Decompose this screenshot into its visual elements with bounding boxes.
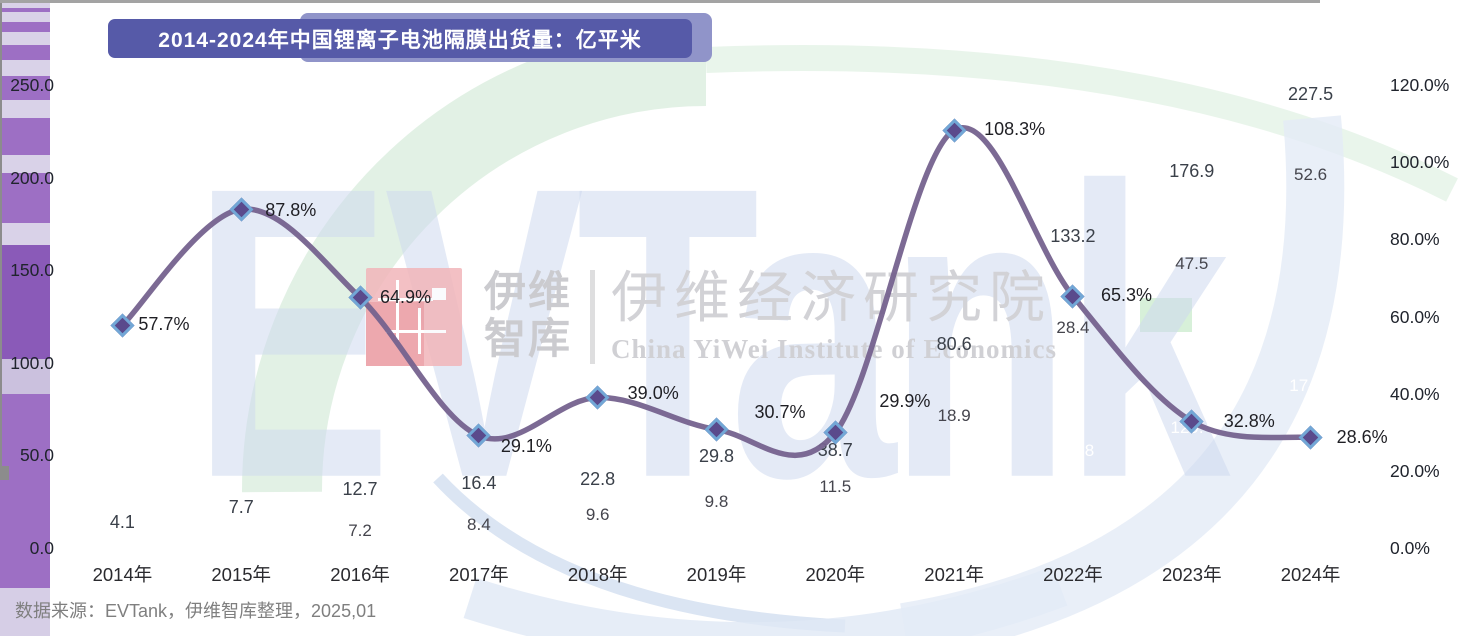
right-axis-tick [0, 477, 9, 480]
line-marker-diamond [110, 313, 135, 338]
growth-value-label: 108.3% [984, 119, 1046, 140]
growth-value-label: 30.7% [754, 401, 806, 422]
bar-upper-value: 8.4 [467, 515, 491, 535]
growth-value-label: 29.9% [879, 390, 931, 411]
bar-segment-upper [0, 358, 50, 394]
right-axis-tick-label: 40.0% [1390, 383, 1440, 404]
bar-total-value: 12.7 [342, 479, 378, 500]
right-axis-tick [0, 469, 9, 472]
chart-title: 2014-2024年中国锂离子电池隔膜出货量：亿平米 [158, 28, 642, 52]
year-label: 2023年 [1161, 564, 1222, 585]
bar-segment-lower [0, 244, 50, 359]
line-marker-diamond [942, 118, 967, 143]
bar-segment-upper [0, 223, 50, 245]
bar-upper-value: 9.6 [585, 504, 610, 524]
bar-lower-value: 8.0 [467, 530, 491, 550]
title-banner: 2014-2024年中国锂离子电池隔膜出货量：亿平米 [108, 19, 692, 58]
bar-segment-lower [0, 7, 50, 12]
right-axis-tick [0, 467, 9, 470]
bar-total-value: 22.8 [580, 468, 616, 489]
bar-lower-value: 27.2 [818, 512, 852, 532]
bar-segment-upper [0, 31, 50, 46]
source-note: 数据来源：EVTank，伊维智库整理，2025,01 [15, 601, 377, 621]
bar-segment-upper [0, 154, 50, 174]
right-axis-tick [0, 465, 9, 468]
year-label: 2021年 [924, 564, 984, 585]
right-axis-tick-label: 60.0% [1390, 306, 1440, 327]
bar-total-value: 4.1 [109, 512, 135, 533]
right-axis-tick-label: 80.0% [1390, 229, 1440, 250]
bar-segment-lower [0, 173, 50, 224]
growth-value-label: 64.9% [380, 286, 432, 307]
bar-lower-value: 61.7 [937, 480, 971, 500]
bar-segment-lower [0, 21, 50, 32]
left-axis-tick-label: 200.0 [10, 167, 54, 188]
left-axis-tick-label: 100.0 [10, 352, 54, 373]
bar-total-value: 227.5 [1288, 83, 1334, 104]
year-label: 2022年 [1043, 564, 1103, 585]
year-label: 2018年 [567, 564, 628, 585]
right-axis-tick [0, 471, 9, 474]
year-label: 2014年 [92, 564, 153, 585]
bar-upper-value: 7.2 [348, 521, 372, 541]
bar-segment-upper [0, 60, 50, 76]
right-axis-tick-label: 20.0% [1390, 460, 1440, 481]
growth-value-label: 29.1% [500, 435, 552, 456]
right-axis-tick-label: 0.0% [1390, 538, 1430, 558]
bar-upper-value: 11.5 [819, 476, 852, 496]
line-marker-diamond [229, 197, 254, 222]
growth-value-label: 87.8% [265, 200, 317, 221]
left-axis-tick-label: 0.0 [29, 538, 54, 558]
bar-upper-value: 9.8 [704, 491, 729, 511]
x-axis-line [0, 0, 1320, 3]
line-marker-diamond [1298, 425, 1323, 450]
left-axis-tick-label: 50.0 [19, 445, 54, 466]
bar-total-value: 16.4 [461, 472, 497, 493]
line-marker-diamond [1060, 284, 1085, 309]
line-marker-diamond [704, 417, 729, 442]
line-marker-diamond [585, 385, 610, 410]
right-axis-tick-label: 100.0% [1390, 152, 1450, 173]
bar-segment-upper [0, 2, 50, 8]
bar-total-value: 7.7 [228, 496, 254, 517]
right-axis-tick-label: 120.0% [1390, 75, 1450, 95]
right-axis-tick [0, 473, 9, 476]
growth-value-label: 57.7% [138, 314, 190, 335]
line-marker-diamond [348, 285, 373, 310]
right-axis-line [0, 2, 2, 466]
year-label: 2017年 [449, 564, 509, 585]
bar-lower-value: 5.5 [348, 532, 372, 552]
year-label: 2016年 [330, 564, 390, 585]
growth-value-label: 65.3% [1100, 285, 1152, 306]
line-marker-diamond [823, 420, 848, 445]
line-marker-diamond [1179, 409, 1204, 434]
bar-segment-upper [0, 100, 50, 118]
bar-segment-lower [0, 75, 50, 101]
growth-value-label: 32.8% [1223, 411, 1275, 432]
bar-segment-lower [0, 117, 50, 155]
bar-segment-lower [0, 45, 50, 61]
bar-lower-value: 20 [707, 519, 726, 539]
bar-lower-value: 13.2 [581, 525, 615, 545]
growth-value-label: 39.0% [627, 382, 679, 403]
growth-value-label: 28.6% [1336, 426, 1388, 447]
year-label: 2020年 [805, 564, 866, 585]
line-marker-diamond [466, 423, 491, 448]
left-axis-tick-label: 250.0 [10, 75, 54, 95]
bar-segment-lower [0, 393, 50, 589]
bar-segment-upper [0, 11, 50, 22]
left-axis-tick-label: 150.0 [10, 260, 54, 281]
year-label: 2019年 [686, 564, 747, 585]
bar-segment-upper [0, 588, 50, 636]
year-label: 2024年 [1280, 564, 1341, 585]
year-label: 2015年 [211, 564, 272, 585]
right-axis-tick [0, 475, 9, 478]
